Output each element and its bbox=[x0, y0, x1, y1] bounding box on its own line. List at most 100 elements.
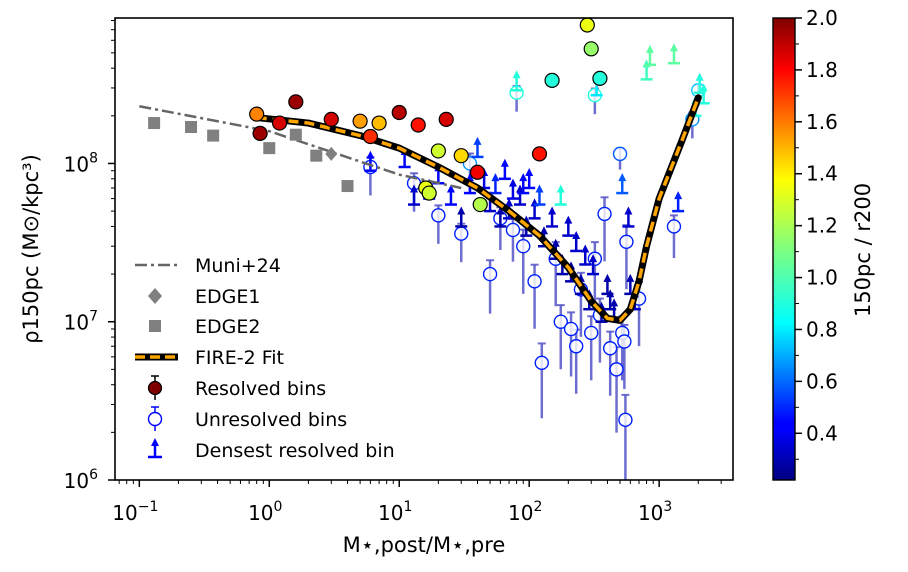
unresolved-point bbox=[602, 341, 618, 356]
densest-arrowhead bbox=[540, 226, 549, 235]
resolved-point bbox=[531, 146, 548, 162]
colorbar-tick-label: 1.0 bbox=[806, 266, 838, 290]
axes-frame bbox=[114, 17, 734, 481]
colorbar-tick-label: 0.6 bbox=[806, 369, 838, 393]
densest-arrowhead bbox=[645, 44, 654, 53]
resolved-point bbox=[472, 196, 488, 213]
plot-area bbox=[139, 18, 710, 480]
densest-arrowhead bbox=[500, 158, 509, 167]
resolved-point bbox=[583, 41, 599, 57]
legend-entry-fit: FIRE-2 Fit bbox=[135, 347, 284, 369]
resolved-point bbox=[430, 143, 446, 159]
y-tick-label: 107 bbox=[64, 309, 98, 335]
densest-arrowhead bbox=[551, 238, 560, 247]
densest-arrowhead bbox=[519, 173, 528, 182]
legend-label: Resolved bins bbox=[195, 378, 326, 400]
unresolved-point bbox=[609, 362, 624, 377]
resolved-point bbox=[323, 111, 339, 127]
densest-arrowhead bbox=[512, 70, 521, 79]
resolved-point bbox=[362, 128, 379, 145]
legend-unresolved-swatch bbox=[147, 411, 163, 427]
densest-arrowhead bbox=[446, 184, 455, 193]
axis-ticks: 10−1 100 101 102 103 106 107 108 bbox=[64, 20, 722, 525]
densest-arrowhead bbox=[564, 215, 573, 224]
resolved-point bbox=[544, 72, 560, 88]
resolved-point bbox=[391, 104, 407, 121]
resolved-point bbox=[352, 113, 368, 129]
densest-arrowhead bbox=[626, 273, 635, 282]
colorbar: 0.4 0.6 0.8 1.0 1.2 1.4 1.6 1.8 2.0 bbox=[772, 6, 838, 481]
legend-edge1-swatch bbox=[148, 288, 162, 304]
edge2-point bbox=[148, 117, 161, 130]
unresolved-point bbox=[553, 314, 568, 329]
densest-arrowhead bbox=[618, 173, 627, 182]
resolved-point bbox=[288, 94, 304, 110]
edge2-point bbox=[289, 128, 302, 141]
densest-arrowhead bbox=[496, 206, 505, 215]
unresolved-point bbox=[534, 355, 549, 371]
legend-entry-resolved: Resolved bins bbox=[147, 375, 326, 400]
y-axis-label: ρ150pc (M⊙/kpc³) bbox=[19, 154, 43, 344]
densest-arrowhead bbox=[695, 72, 704, 81]
densest-arrowhead bbox=[410, 184, 419, 193]
densest-arrowhead bbox=[366, 150, 375, 159]
densest-arrowhead bbox=[457, 206, 466, 215]
densest-arrowhead bbox=[548, 206, 557, 215]
edge1-point bbox=[325, 146, 338, 161]
resolved-point bbox=[438, 111, 454, 127]
unresolved-point bbox=[666, 219, 682, 234]
resolved-point bbox=[453, 148, 469, 164]
plot-clip-group bbox=[139, 18, 710, 480]
unresolved-point bbox=[597, 206, 612, 222]
densest-arrowhead bbox=[505, 198, 514, 207]
resolved-point bbox=[252, 125, 268, 141]
unresolved-point bbox=[619, 234, 634, 249]
resolved-point bbox=[249, 106, 265, 122]
colorbar-tick-label: 1.8 bbox=[806, 58, 838, 82]
colorbar-tick-label: 1.4 bbox=[806, 162, 838, 186]
edge2-point bbox=[185, 120, 198, 133]
legend-entry-muni: Muni+24 bbox=[135, 255, 281, 277]
unresolved-point bbox=[482, 266, 498, 282]
densest-arrowhead bbox=[525, 167, 534, 176]
legend-label: EDGE2 bbox=[195, 316, 260, 338]
legend-resolved-swatch bbox=[147, 380, 163, 396]
legend: Muni+24 EDGE1 EDGE2 FIRE-2 Fit Resolved bins… bbox=[135, 255, 395, 462]
densest-arrowhead bbox=[589, 254, 598, 263]
edge2-point bbox=[263, 142, 276, 155]
x-tick-label: 101 bbox=[378, 499, 412, 525]
colorbar-tick-label: 1.6 bbox=[806, 110, 838, 134]
unresolved-point bbox=[617, 334, 632, 349]
densest-arrowhead bbox=[572, 230, 581, 239]
densest-arrowhead bbox=[603, 273, 612, 282]
densest-arrowhead bbox=[556, 184, 565, 193]
y-tick-label: 108 bbox=[64, 150, 98, 176]
x-tick-label: 100 bbox=[248, 499, 282, 525]
unresolved-point bbox=[454, 226, 469, 241]
legend-entry-unresolved: Unresolved bins bbox=[147, 406, 347, 431]
legend-entry-edge2: EDGE2 bbox=[149, 316, 260, 338]
legend-edge2-swatch bbox=[149, 320, 161, 332]
x-tick-label: 102 bbox=[508, 499, 542, 525]
colorbar-label: 150pc / r200 bbox=[851, 183, 875, 317]
resolved-point bbox=[410, 117, 426, 133]
legend-entry-edge1: EDGE1 bbox=[148, 286, 260, 308]
densest-arrowhead bbox=[699, 83, 708, 92]
legend-label: Densest resolved bin bbox=[195, 440, 395, 462]
edge2-point bbox=[207, 129, 220, 142]
resolved-point bbox=[421, 185, 437, 201]
unresolved-point bbox=[505, 222, 521, 238]
colorbar-tick-label: 0.4 bbox=[806, 421, 838, 445]
resolved-point bbox=[592, 70, 608, 86]
legend-label: Muni+24 bbox=[195, 255, 281, 277]
fit-line bbox=[256, 97, 700, 323]
resolved-point bbox=[579, 18, 595, 33]
unresolved-point bbox=[563, 321, 579, 337]
x-axis-label: M⋆,post/M⋆,pre bbox=[343, 533, 506, 557]
legend-entry-densest: Densest resolved bin bbox=[148, 438, 395, 462]
x-tick-label: 10−1 bbox=[112, 499, 158, 525]
densest-arrowhead bbox=[508, 178, 517, 187]
unresolved-point bbox=[584, 325, 599, 341]
colorbar-tick-label: 0.8 bbox=[806, 317, 838, 341]
densest-arrowhead bbox=[491, 173, 500, 182]
